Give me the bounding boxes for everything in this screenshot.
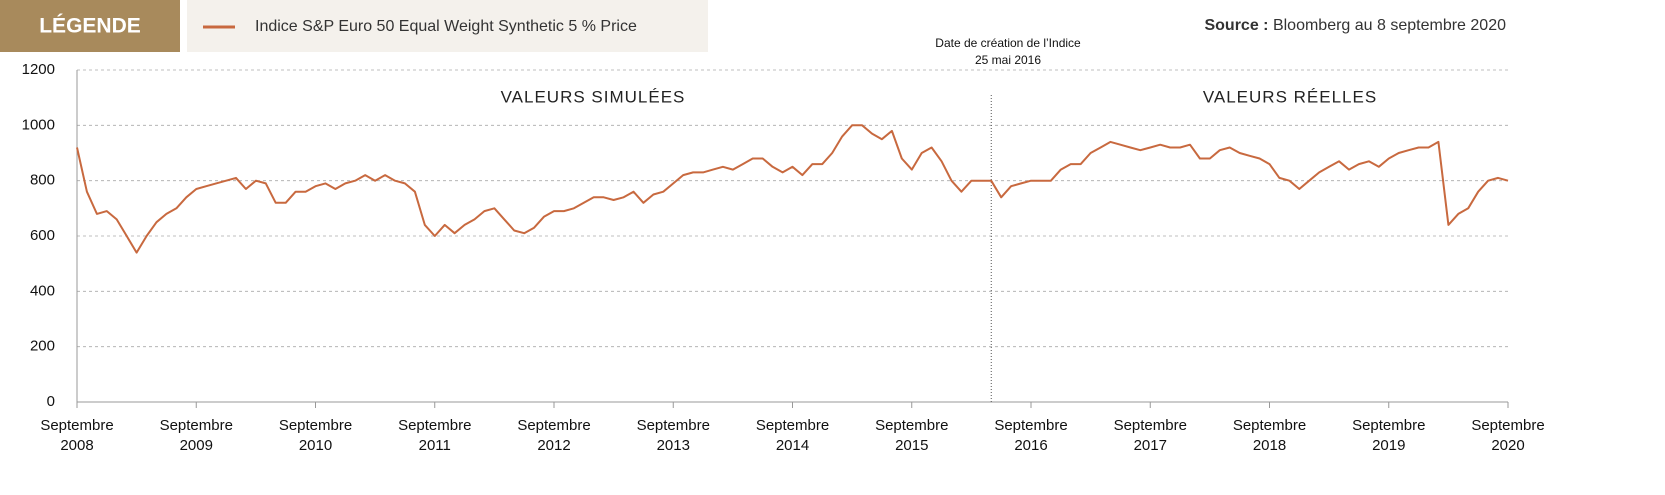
source: Source : Bloomberg au 8 septembre 2020	[1204, 17, 1506, 34]
series-line	[76, 124, 1509, 254]
legend-label: Indice S&P Euro 50 Equal Weight Syntheti…	[255, 18, 637, 35]
source-text: Bloomberg au 8 septembre 2020	[1273, 17, 1506, 34]
x-tick-label: Septembre 2012	[517, 417, 591, 454]
source-label: Source :	[1204, 17, 1268, 34]
x-tick-label: Septembre 2013	[636, 417, 710, 454]
legend-header: LÉGENDE	[39, 15, 141, 38]
x-tick-label: Septembre 2016	[994, 417, 1068, 454]
x-tick-label: Septembre 2020	[1471, 417, 1545, 454]
y-tick-label: 1000	[22, 116, 55, 133]
y-tick-label: 400	[30, 282, 55, 299]
real-label: VALEURS RÉELLES	[1203, 87, 1377, 106]
x-tick-label: Septembre 2010	[278, 417, 353, 454]
x-tick-label: Septembre 2015	[875, 417, 949, 454]
y-tick-label: 0	[47, 393, 55, 410]
x-tick-label: Septembre 2008	[40, 417, 114, 454]
x-tick-label: Septembre 2014	[755, 417, 830, 454]
legend-box	[187, 0, 708, 52]
simulated-label: VALEURS SIMULÉES	[501, 87, 686, 106]
y-tick-label: 800	[30, 172, 55, 189]
creation-title: Date de création de l’Indice	[935, 36, 1081, 50]
creation-date: 25 mai 2016	[975, 53, 1041, 67]
x-tick-label: Septembre 2011	[398, 417, 472, 454]
x-tick-label: Septembre 2018	[1232, 417, 1307, 454]
legend-header-box	[0, 0, 180, 52]
x-tick-label: Septembre 2017	[1113, 417, 1187, 454]
x-tick-label: Septembre 2009	[159, 417, 233, 454]
x-tick-label: Septembre 2019	[1352, 417, 1426, 454]
y-tick-label: 1200	[22, 61, 55, 78]
y-tick-label: 600	[30, 227, 55, 244]
y-tick-label: 200	[30, 338, 55, 355]
